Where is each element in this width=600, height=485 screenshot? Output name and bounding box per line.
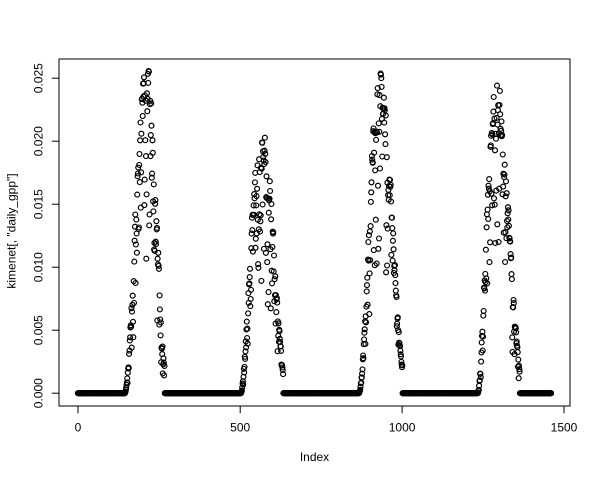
svg-text:0.020: 0.020 <box>32 126 46 156</box>
svg-text:kimenet[, "daily_gpp"]: kimenet[, "daily_gpp"] <box>5 173 19 288</box>
svg-text:0.000: 0.000 <box>32 378 46 408</box>
svg-text:500: 500 <box>230 421 250 435</box>
svg-text:0.005: 0.005 <box>32 315 46 345</box>
svg-text:1500: 1500 <box>551 421 578 435</box>
svg-text:0.010: 0.010 <box>32 252 46 282</box>
svg-text:0: 0 <box>75 421 82 435</box>
svg-text:Index: Index <box>300 450 329 464</box>
svg-text:1000: 1000 <box>389 421 416 435</box>
svg-text:0.025: 0.025 <box>32 63 46 93</box>
svg-text:0.015: 0.015 <box>32 189 46 219</box>
